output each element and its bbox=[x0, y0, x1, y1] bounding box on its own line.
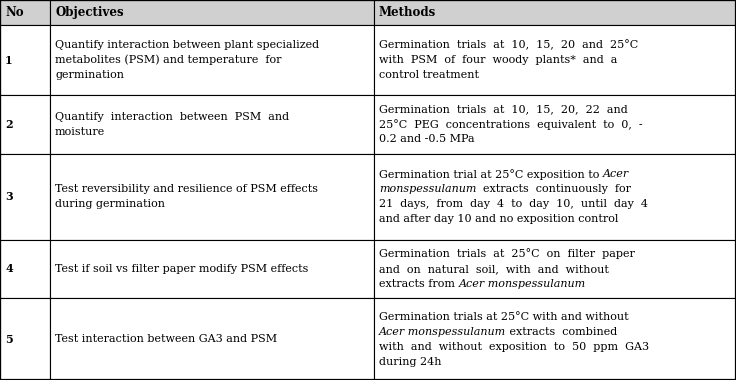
Bar bbox=[0, 0, 50, 25]
Text: 25°C  PEG  concentrations  equivalent  to  0,  -: 25°C PEG concentrations equivalent to 0,… bbox=[379, 119, 643, 130]
Text: during 24h: during 24h bbox=[379, 356, 442, 367]
Text: and  on  natural  soil,  with  and  without: and on natural soil, with and without bbox=[379, 264, 609, 274]
Text: Acer monspessulanum: Acer monspessulanum bbox=[459, 279, 586, 289]
Text: extracts  combined: extracts combined bbox=[506, 326, 618, 337]
Bar bbox=[374, 154, 736, 239]
Text: 1: 1 bbox=[5, 55, 13, 66]
Bar bbox=[50, 239, 374, 298]
Bar bbox=[50, 0, 374, 25]
Text: during germination: during germination bbox=[55, 199, 165, 209]
Text: monspessulanum: monspessulanum bbox=[379, 184, 476, 194]
Bar bbox=[374, 25, 736, 95]
Bar bbox=[50, 298, 374, 380]
Text: Germination trial at 25°C exposition to: Germination trial at 25°C exposition to bbox=[379, 169, 603, 180]
Text: extracts  continuously  for: extracts continuously for bbox=[476, 184, 631, 194]
Bar bbox=[374, 239, 736, 298]
Bar bbox=[0, 25, 50, 95]
Text: Test interaction between GA3 and PSM: Test interaction between GA3 and PSM bbox=[55, 334, 277, 344]
Text: Quantify  interaction  between  PSM  and: Quantify interaction between PSM and bbox=[55, 112, 289, 122]
Text: Germination  trials  at  10,  15,  20  and  25°C: Germination trials at 10, 15, 20 and 25°… bbox=[379, 40, 638, 51]
Bar bbox=[50, 154, 374, 239]
Text: 4: 4 bbox=[5, 263, 13, 274]
Text: moisture: moisture bbox=[55, 127, 105, 137]
Text: 5: 5 bbox=[5, 334, 13, 345]
Text: control treatment: control treatment bbox=[379, 70, 479, 80]
Bar bbox=[374, 0, 736, 25]
Text: 21  days,  from  day  4  to  day  10,  until  day  4: 21 days, from day 4 to day 10, until day… bbox=[379, 199, 648, 209]
Text: Test if soil vs filter paper modify PSM effects: Test if soil vs filter paper modify PSM … bbox=[55, 264, 308, 274]
Text: and after day 10 and no exposition control: and after day 10 and no exposition contr… bbox=[379, 214, 618, 224]
Text: with  and  without  exposition  to  50  ppm  GA3: with and without exposition to 50 ppm GA… bbox=[379, 342, 649, 352]
Bar bbox=[50, 95, 374, 154]
Bar bbox=[0, 239, 50, 298]
Bar bbox=[0, 95, 50, 154]
Text: Acer monspessulanum: Acer monspessulanum bbox=[379, 326, 506, 337]
Text: Quantify interaction between plant specialized: Quantify interaction between plant speci… bbox=[55, 40, 319, 50]
Text: 0.2 and -0.5 MPa: 0.2 and -0.5 MPa bbox=[379, 135, 475, 144]
Text: Test reversibility and resilience of PSM effects: Test reversibility and resilience of PSM… bbox=[55, 184, 318, 194]
Text: 2: 2 bbox=[5, 119, 13, 130]
Bar bbox=[374, 298, 736, 380]
Text: Germination  trials  at  25°C  on  filter  paper: Germination trials at 25°C on filter pap… bbox=[379, 249, 634, 259]
Bar bbox=[0, 298, 50, 380]
Text: metabolites (PSM) and temperature  for: metabolites (PSM) and temperature for bbox=[55, 55, 282, 65]
Bar bbox=[374, 95, 736, 154]
Text: with  PSM  of  four  woody  plants*  and  a: with PSM of four woody plants* and a bbox=[379, 55, 618, 65]
Text: germination: germination bbox=[55, 70, 124, 80]
Text: Methods: Methods bbox=[379, 6, 436, 19]
Bar bbox=[50, 25, 374, 95]
Bar bbox=[0, 154, 50, 239]
Text: Objectives: Objectives bbox=[55, 6, 124, 19]
Text: No: No bbox=[5, 6, 24, 19]
Text: Germination trials at 25°C with and without: Germination trials at 25°C with and with… bbox=[379, 312, 629, 321]
Text: 3: 3 bbox=[5, 191, 13, 202]
Text: Germination  trials  at  10,  15,  20,  22  and: Germination trials at 10, 15, 20, 22 and bbox=[379, 105, 628, 114]
Text: Acer: Acer bbox=[603, 169, 629, 179]
Text: extracts from: extracts from bbox=[379, 279, 459, 289]
